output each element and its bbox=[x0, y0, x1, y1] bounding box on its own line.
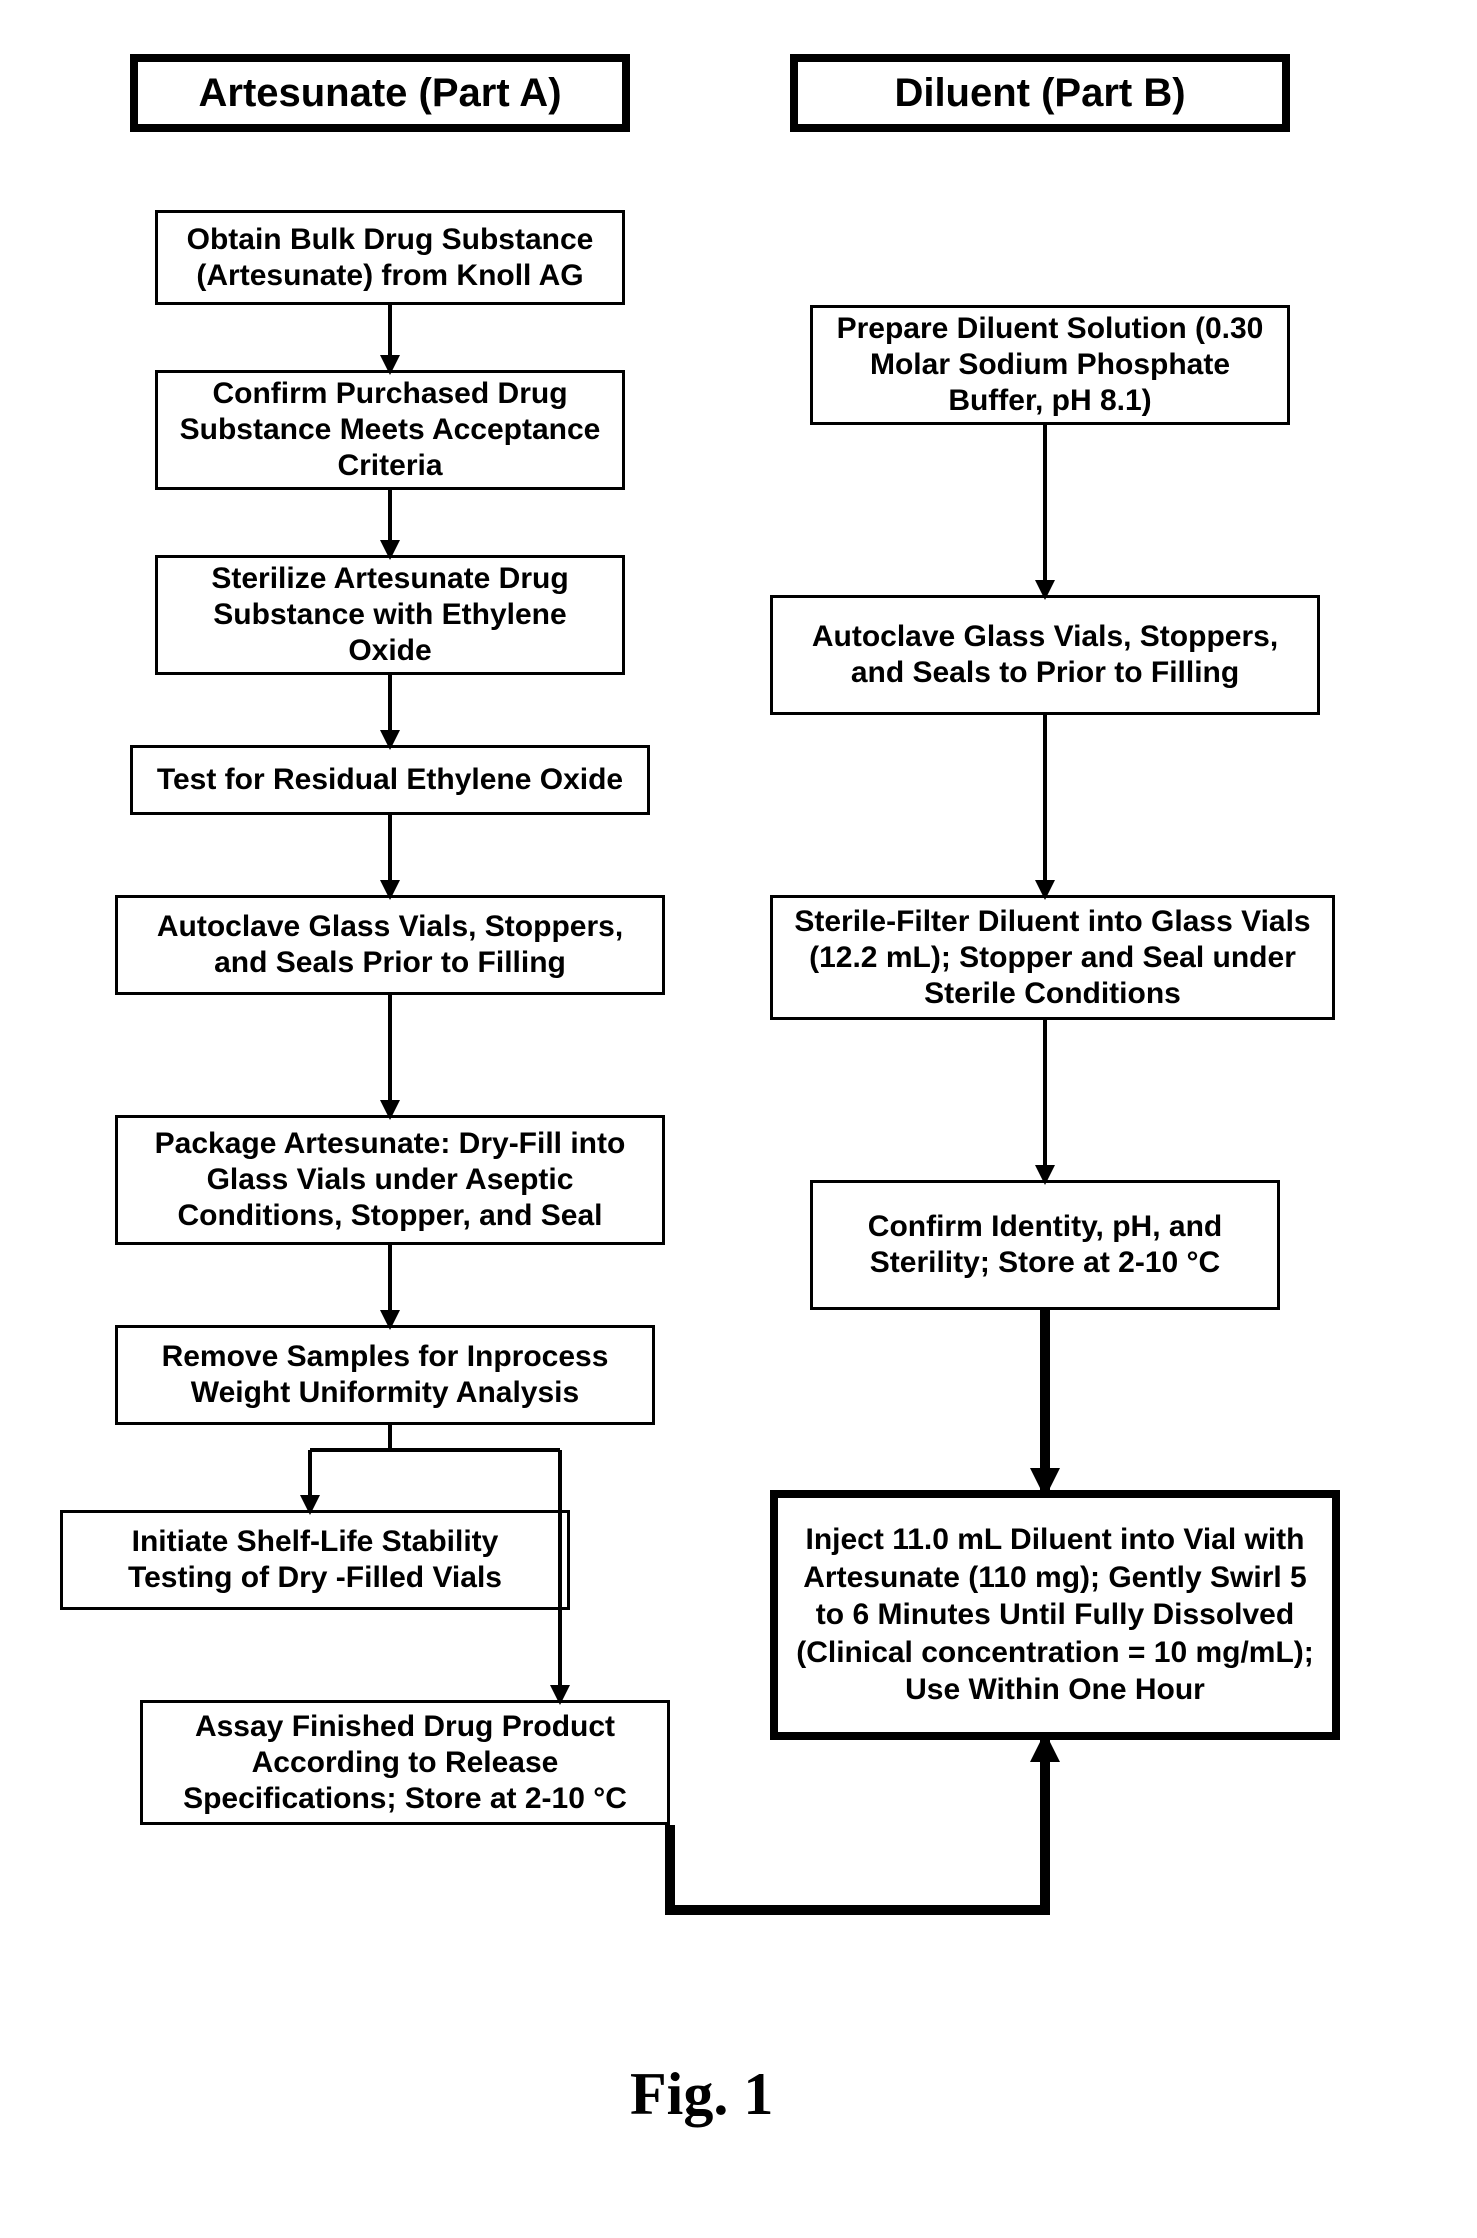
step-a7: Remove Samples for Inprocess Weight Unif… bbox=[115, 1325, 655, 1425]
figure-caption: Fig. 1 bbox=[630, 2060, 773, 2129]
step-b3: Sterile-Filter Diluent into Glass Vials … bbox=[770, 895, 1335, 1020]
step-a1: Obtain Bulk Drug Substance (Artesunate) … bbox=[155, 210, 625, 305]
header-part-b: Diluent (Part B) bbox=[790, 54, 1290, 132]
header-part-a: Artesunate (Part A) bbox=[130, 54, 630, 132]
step-a9: Assay Finished Drug Product According to… bbox=[140, 1700, 670, 1825]
step-final: Inject 11.0 mL Diluent into Vial with Ar… bbox=[770, 1490, 1340, 1740]
step-b1: Prepare Diluent Solution (0.30 Molar Sod… bbox=[810, 305, 1290, 425]
step-a3: Sterilize Artesunate Drug Substance with… bbox=[155, 555, 625, 675]
step-a6: Package Artesunate: Dry-Fill into Glass … bbox=[115, 1115, 665, 1245]
step-a4: Test for Residual Ethylene Oxide bbox=[130, 745, 650, 815]
step-a5: Autoclave Glass Vials, Stoppers, and Sea… bbox=[115, 895, 665, 995]
step-b4: Confirm Identity, pH, and Sterility; Sto… bbox=[810, 1180, 1280, 1310]
flowchart-page: Artesunate (Part A) Diluent (Part B) Obt… bbox=[0, 0, 1477, 2238]
step-a8: Initiate Shelf-Life Stability Testing of… bbox=[60, 1510, 570, 1610]
step-a2: Confirm Purchased Drug Substance Meets A… bbox=[155, 370, 625, 490]
step-b2: Autoclave Glass Vials, Stoppers, and Sea… bbox=[770, 595, 1320, 715]
